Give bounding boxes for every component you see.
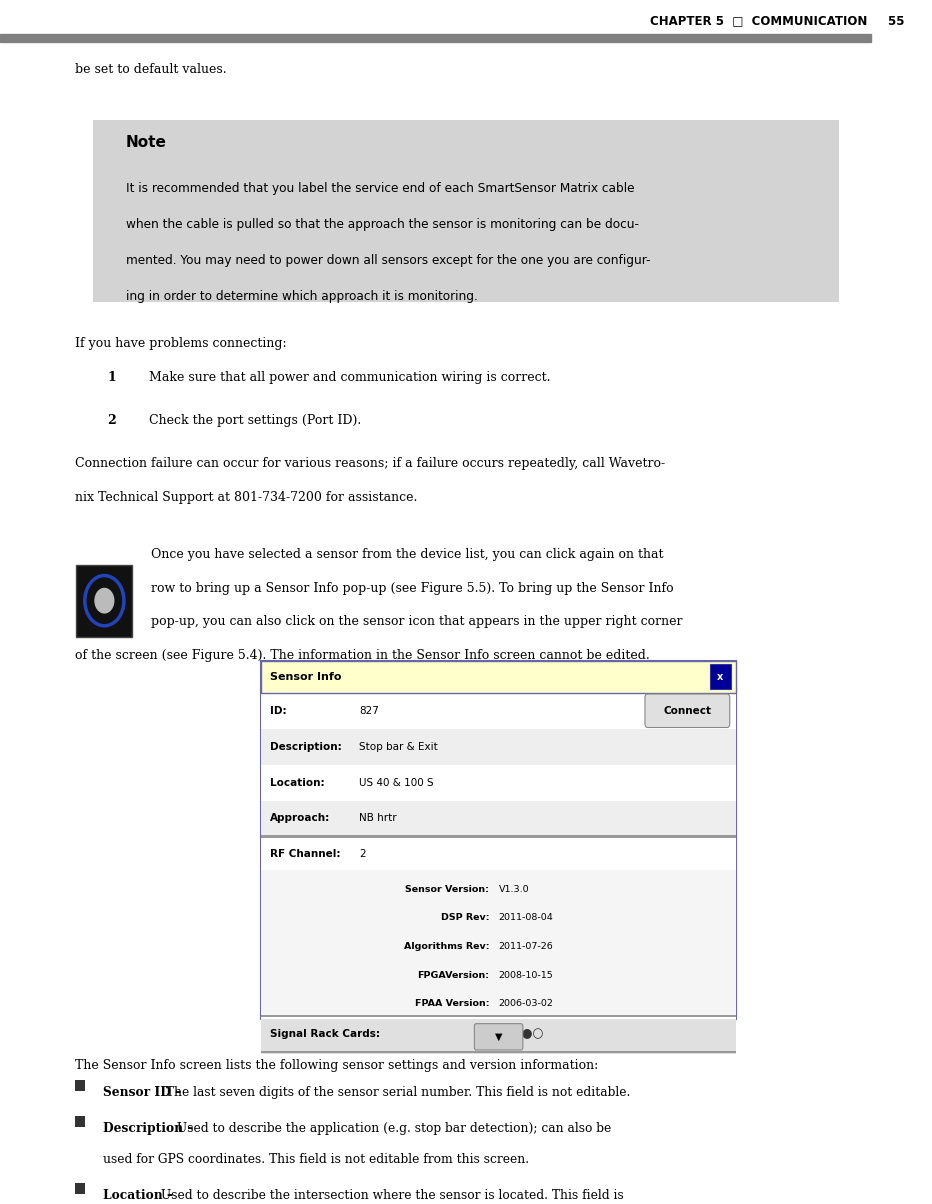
Bar: [261, 1017, 736, 1055]
Bar: [75, 1184, 85, 1194]
Text: Sensor Info: Sensor Info: [270, 672, 342, 681]
Text: ID:: ID:: [270, 706, 287, 715]
Bar: [261, 1020, 736, 1055]
Text: Connection failure can occur for various reasons; if a failure occurs repeatedly: Connection failure can occur for various…: [75, 458, 665, 470]
Text: Stop bar & Exit: Stop bar & Exit: [359, 742, 437, 751]
Text: NB hrtr: NB hrtr: [359, 814, 396, 824]
Text: mented. You may need to power down all sensors except for the one you are config: mented. You may need to power down all s…: [126, 254, 651, 266]
Circle shape: [94, 588, 115, 614]
Bar: [0, 34, 871, 42]
Bar: [75, 1080, 85, 1091]
Text: DSP Rev:: DSP Rev:: [441, 914, 489, 922]
Text: 2006-03-02: 2006-03-02: [499, 999, 554, 1009]
Text: 2011-07-26: 2011-07-26: [499, 942, 554, 951]
Text: RF Channel:: RF Channel:: [270, 849, 341, 860]
Text: It is recommended that you label the service end of each SmartSensor Matrix cabl: It is recommended that you label the ser…: [126, 182, 635, 195]
Text: pop-up, you can also click on the sensor icon that appears in the upper right co: pop-up, you can also click on the sensor…: [151, 615, 682, 628]
Text: when the cable is pulled so that the approach the sensor is monitoring can be do: when the cable is pulled so that the app…: [126, 218, 638, 231]
Text: Used to describe the application (e.g. stop bar detection); can also be: Used to describe the application (e.g. s…: [172, 1122, 611, 1135]
Text: row to bring up a Sensor Info pop-up (see Figure 5.5). To bring up the Sensor In: row to bring up a Sensor Info pop-up (se…: [151, 582, 674, 595]
FancyBboxPatch shape: [474, 1023, 523, 1050]
Text: of the screen (see Figure 5.4). The information in the Sensor Info screen cannot: of the screen (see Figure 5.4). The info…: [75, 649, 650, 661]
Text: 2008-10-15: 2008-10-15: [499, 970, 554, 980]
Bar: [261, 870, 736, 1016]
Text: Signal Rack Cards:: Signal Rack Cards:: [270, 1029, 380, 1039]
Bar: [261, 1051, 736, 1054]
Text: 1: 1: [107, 371, 116, 384]
Bar: [93, 119, 839, 301]
Text: 2011-08-04: 2011-08-04: [499, 914, 554, 922]
Bar: [261, 1015, 736, 1017]
Bar: [76, 565, 132, 637]
Text: 827: 827: [359, 706, 378, 715]
Bar: [261, 801, 736, 837]
Text: nix Technical Support at 801-734-7200 for assistance.: nix Technical Support at 801-734-7200 fo…: [75, 490, 417, 503]
Text: used for GPS coordinates. This field is not editable from this screen.: used for GPS coordinates. This field is …: [103, 1153, 528, 1167]
Text: ing in order to determine which approach it is monitoring.: ing in order to determine which approach…: [126, 290, 477, 302]
Text: x: x: [718, 672, 723, 681]
Text: Connect: Connect: [664, 706, 711, 715]
Text: Check the port settings (Port ID).: Check the port settings (Port ID).: [149, 414, 362, 427]
Text: 2: 2: [359, 849, 365, 860]
Text: ▼: ▼: [495, 1032, 502, 1041]
Bar: [261, 728, 736, 765]
Text: FPGAVersion:: FPGAVersion:: [418, 970, 489, 980]
Bar: [261, 692, 736, 728]
Text: Approach:: Approach:: [270, 814, 331, 824]
Text: Used to describe the intersection where the sensor is located. This field is: Used to describe the intersection where …: [157, 1190, 624, 1203]
Bar: [710, 665, 731, 689]
Bar: [261, 836, 736, 838]
Text: Once you have selected a sensor from the device list, you can click again on tha: Once you have selected a sensor from the…: [151, 548, 664, 561]
Bar: [261, 661, 736, 692]
Text: Algorithms Rev:: Algorithms Rev:: [404, 942, 489, 951]
Text: V1.3.0: V1.3.0: [499, 885, 529, 893]
Bar: [261, 837, 736, 872]
Text: FPAA Version:: FPAA Version:: [415, 999, 489, 1009]
Text: Sensor ID –: Sensor ID –: [103, 1086, 181, 1099]
Text: CHAPTER 5  □  COMMUNICATION     55: CHAPTER 5 □ COMMUNICATION 55: [650, 13, 904, 26]
Bar: [261, 661, 736, 1020]
Text: Make sure that all power and communication wiring is correct.: Make sure that all power and communicati…: [149, 371, 551, 384]
Text: Location:: Location:: [270, 778, 325, 787]
Text: Figure 5.5 – Sensor Info Screen: Figure 5.5 – Sensor Info Screen: [365, 1035, 567, 1047]
Text: Location –: Location –: [103, 1190, 172, 1203]
Text: US 40 & 100 S: US 40 & 100 S: [359, 778, 433, 787]
Text: 2: 2: [107, 414, 116, 427]
Text: Description:: Description:: [270, 742, 342, 751]
Bar: [261, 765, 736, 801]
Text: The last seven digits of the sensor serial number. This field is not editable.: The last seven digits of the sensor seri…: [162, 1086, 630, 1099]
Bar: [75, 1116, 85, 1127]
Text: Sensor Version:: Sensor Version:: [405, 885, 489, 893]
Text: be set to default values.: be set to default values.: [75, 64, 226, 76]
Text: The Sensor Info screen lists the following sensor settings and version informati: The Sensor Info screen lists the followi…: [75, 1060, 597, 1072]
FancyBboxPatch shape: [645, 694, 730, 727]
Text: Note: Note: [126, 135, 167, 150]
Text: Description –: Description –: [103, 1122, 193, 1135]
Text: If you have problems connecting:: If you have problems connecting:: [75, 337, 286, 350]
Text: ⚡○●○: ⚡○●○: [503, 1027, 544, 1040]
